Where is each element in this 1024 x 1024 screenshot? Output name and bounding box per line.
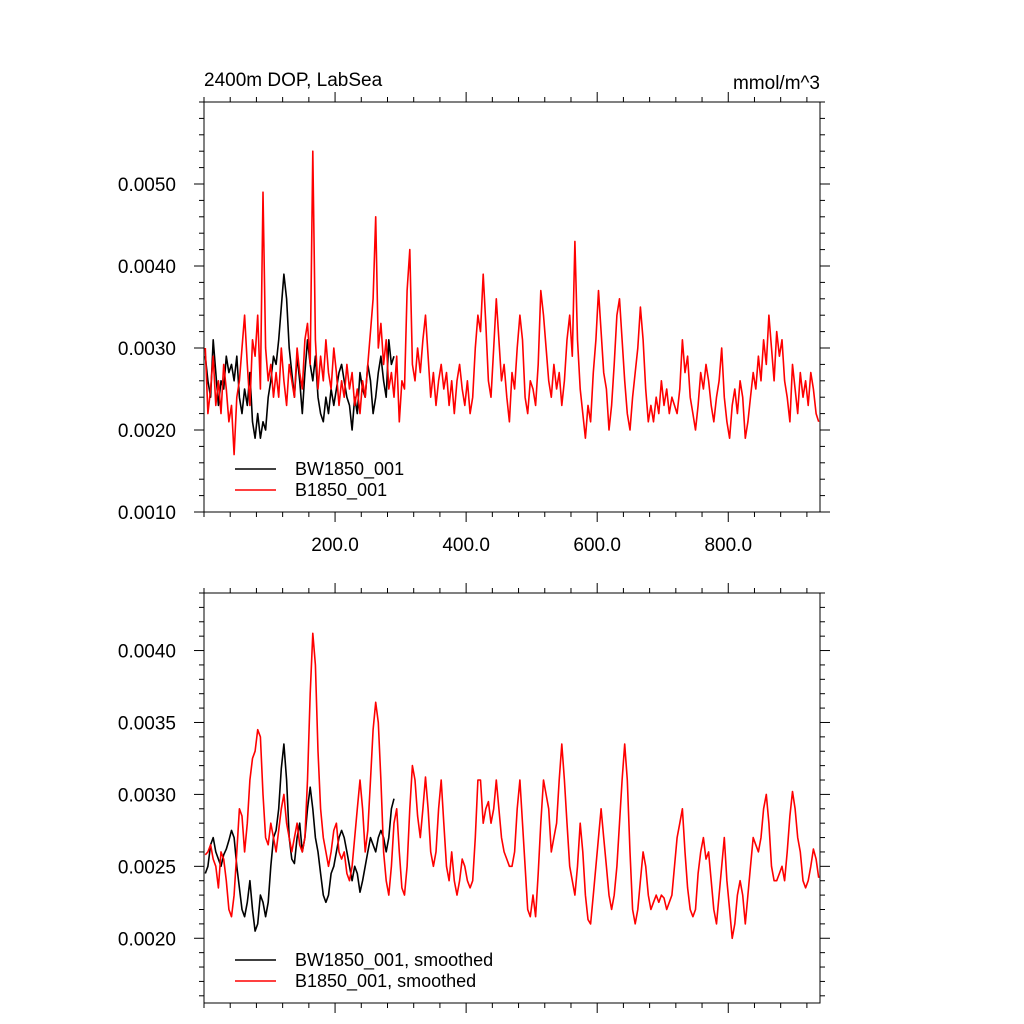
chart-panel-top: 200.0 400.0 600.0 800.0 0.0010 0.0020 0.0030 0.… bbox=[118, 70, 830, 556]
y-tick-label: 0.0010 bbox=[118, 503, 176, 524]
y-tick-label: 0.0040 bbox=[118, 642, 176, 663]
chart-panel-bottom: 0.0020 0.0025 0.0030 0.0035 0.0040 BW1850_001… bbox=[118, 583, 830, 1013]
x-tick-label: 600.0 bbox=[573, 535, 621, 556]
y-tick-label: 0.0025 bbox=[118, 857, 176, 878]
series-line-0 bbox=[204, 273, 395, 439]
y-tick-label: 0.0050 bbox=[118, 175, 176, 196]
series-line-1 bbox=[204, 150, 820, 456]
legend-label: B1850_001 bbox=[295, 480, 387, 501]
plot-frame bbox=[203, 101, 821, 513]
x-tick-label: 400.0 bbox=[442, 535, 490, 556]
plot-area bbox=[204, 632, 820, 940]
chart-title: 2400m DOP, LabSea bbox=[204, 70, 383, 91]
legend-label: BW1850_001, smoothed bbox=[295, 950, 493, 971]
x-tick-label: 800.0 bbox=[704, 535, 752, 556]
plot-frame bbox=[203, 592, 821, 1004]
x-tick-label: 200.0 bbox=[311, 535, 359, 556]
series-line-1 bbox=[204, 632, 820, 940]
plot-area bbox=[204, 150, 820, 456]
legend-label: B1850_001, smoothed bbox=[295, 971, 476, 992]
y-tick-label: 0.0020 bbox=[118, 929, 176, 950]
y-tick-label: 0.0020 bbox=[118, 421, 176, 442]
y-tick-label: 0.0030 bbox=[118, 339, 176, 360]
series-line-0 bbox=[204, 743, 395, 932]
legend-label: BW1850_001 bbox=[295, 459, 404, 480]
y-tick-label: 0.0030 bbox=[118, 785, 176, 806]
units-label: mmol/m^3 bbox=[733, 73, 820, 94]
y-tick-label: 0.0035 bbox=[118, 713, 176, 734]
y-tick-label: 0.0040 bbox=[118, 257, 176, 278]
